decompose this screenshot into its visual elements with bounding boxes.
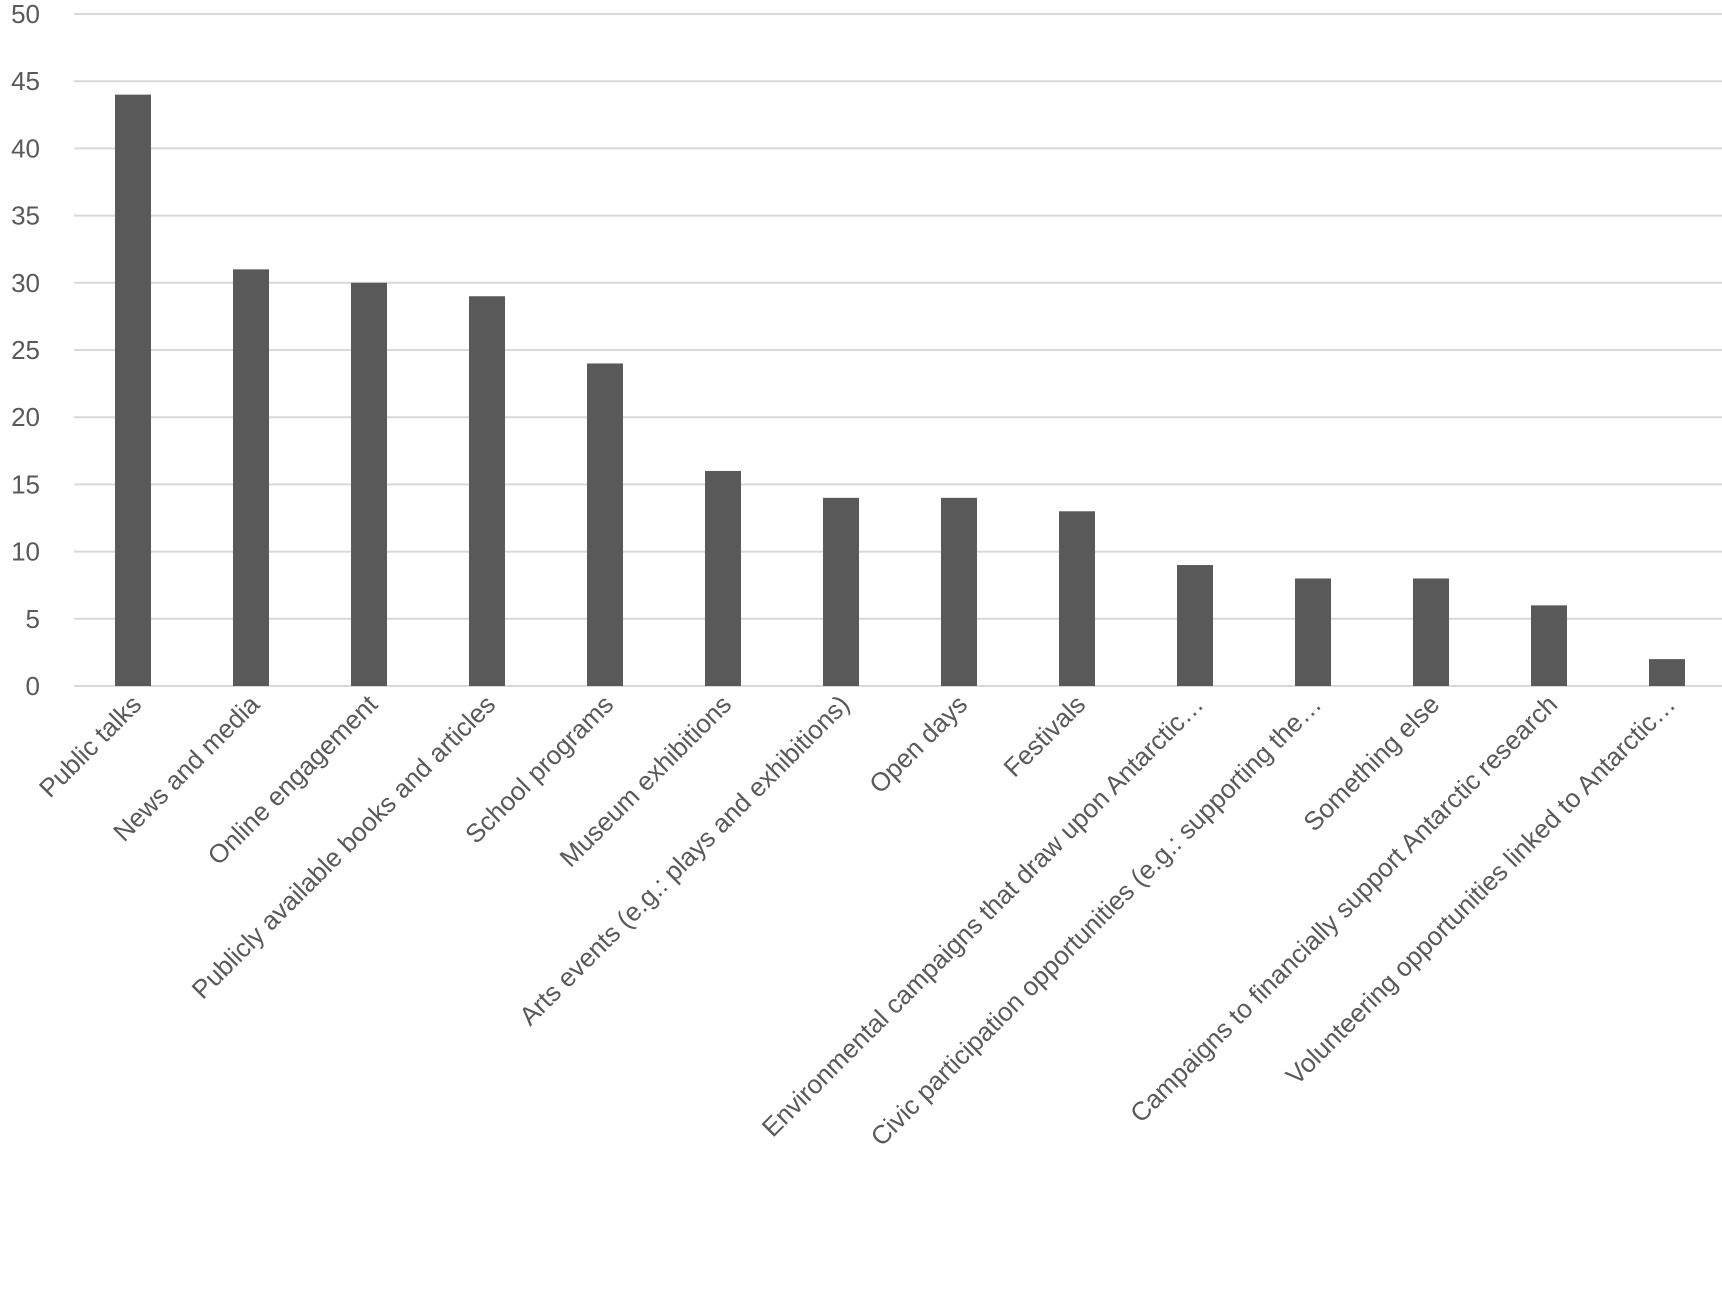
bar	[1177, 565, 1213, 686]
bar	[351, 282, 387, 686]
x-category-label: Civic participation opportunities (e.g.:…	[865, 689, 1328, 1152]
y-tick-label: 30	[11, 268, 40, 298]
y-tick-label: 25	[11, 335, 40, 365]
bar	[1413, 578, 1449, 686]
y-tick-label: 0	[26, 671, 40, 701]
y-tick-label: 15	[11, 469, 40, 499]
x-category-label: Campaigns to financially support Antarct…	[1124, 689, 1563, 1128]
bar	[823, 497, 859, 686]
bar	[1295, 578, 1331, 686]
y-tick-label: 35	[11, 201, 40, 231]
bar	[115, 94, 151, 686]
bar	[587, 363, 623, 686]
bar	[233, 269, 269, 686]
x-category-label: Environmental campaigns that draw upon A…	[756, 689, 1209, 1142]
x-category-label: Open days	[863, 689, 973, 799]
bars	[115, 94, 1685, 686]
y-tick-label: 20	[11, 402, 40, 432]
bar	[705, 470, 741, 686]
bar	[1059, 511, 1095, 686]
y-tick-label: 10	[11, 537, 40, 567]
x-category-label: Public talks	[33, 689, 147, 803]
y-tick-label: 5	[26, 604, 40, 634]
y-axis-ticks: 0 5 10 15 20 25 30 35 40 45 50	[11, 0, 40, 701]
bar	[469, 296, 505, 686]
bar	[1649, 659, 1685, 686]
gridlines	[74, 13, 1722, 687]
y-tick-label: 45	[11, 66, 40, 96]
bar	[1531, 605, 1567, 686]
y-tick-label: 40	[11, 133, 40, 163]
y-tick-label: 50	[11, 0, 40, 29]
x-category-label: Festivals	[997, 689, 1091, 783]
bar	[941, 497, 977, 686]
